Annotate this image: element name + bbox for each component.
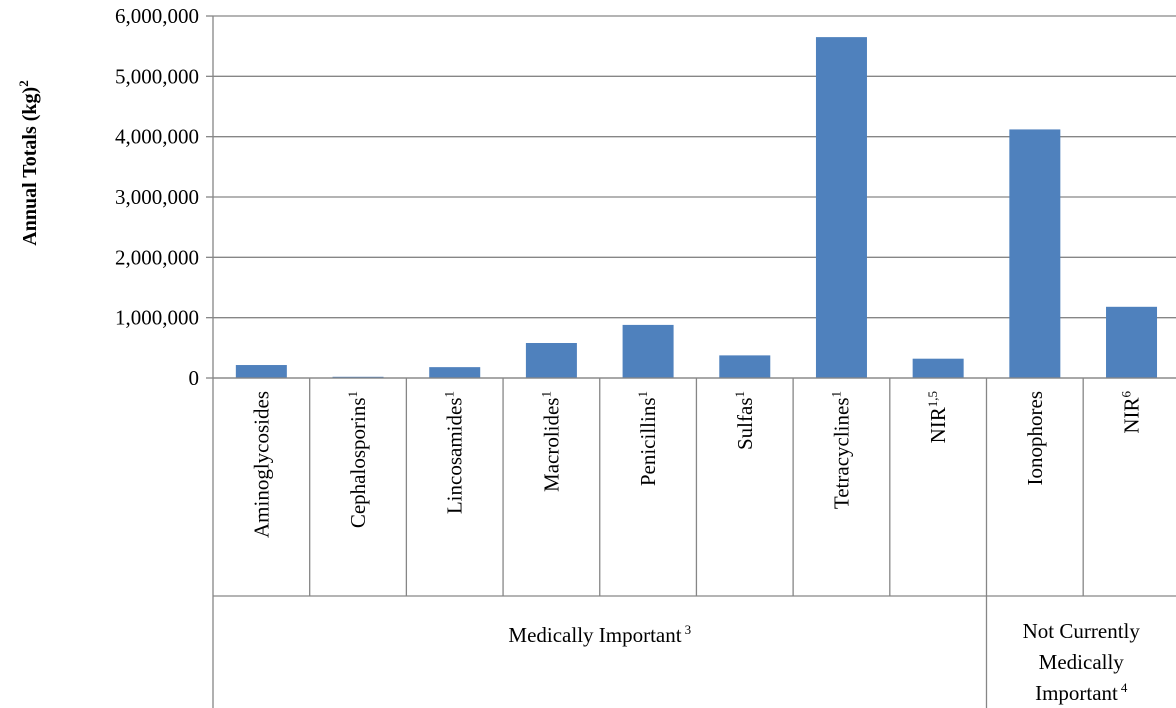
category-label: Lincosamides1 <box>442 391 467 514</box>
bar <box>815 37 867 378</box>
bar <box>429 367 481 378</box>
y-tick-label: 3,000,000 <box>115 185 199 209</box>
y-tick-label: 1,000,000 <box>115 306 199 330</box>
y-axis-label: Annual Totals (kg)2 <box>16 80 41 245</box>
group-label: Medically <box>1039 650 1125 674</box>
gridlines <box>213 15 1176 379</box>
y-tick-label: 0 <box>189 366 200 390</box>
category-label: Macrolides1 <box>538 391 563 492</box>
bar <box>525 343 577 378</box>
category-labels: Aminoglycosides Cephalosporins1 Lincosamid… <box>249 391 1143 539</box>
category-label: Tetracyclines1 <box>828 391 853 509</box>
bar <box>912 358 964 378</box>
y-tick-labels: 0 1,000,000 2,000,000 3,000,000 4,000,000 5,0… <box>115 4 199 390</box>
bar <box>235 365 287 378</box>
bars <box>235 37 1158 378</box>
group-label: Medically Important 3 <box>508 622 691 647</box>
group-label: Important 4 <box>1035 680 1128 705</box>
bar <box>622 324 674 378</box>
y-tick-label: 4,000,000 <box>115 125 199 149</box>
bar <box>1106 306 1158 378</box>
category-label: NIR6 <box>1119 391 1144 434</box>
category-label: Ionophores <box>1023 391 1047 485</box>
bar <box>719 355 771 378</box>
group-label: Not Currently <box>1023 619 1141 643</box>
axes <box>206 15 1176 708</box>
y-tick-label: 6,000,000 <box>115 4 199 28</box>
category-label: Cephalosporins1 <box>345 391 370 528</box>
bar <box>1009 129 1061 378</box>
category-label: Sulfas1 <box>732 391 757 450</box>
category-label: Penicillins1 <box>635 391 660 486</box>
category-label: Aminoglycosides <box>249 391 273 538</box>
group-labels: Medically Important 3 Not Currently Medical… <box>508 619 1140 705</box>
y-tick-label: 5,000,000 <box>115 64 199 88</box>
category-label: NIR1,5 <box>925 391 950 443</box>
y-tick-label: 2,000,000 <box>115 245 199 269</box>
